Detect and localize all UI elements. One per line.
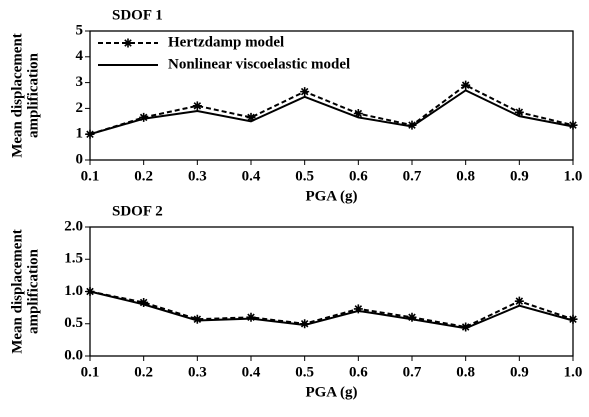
- x-tick-label: 1.0: [564, 364, 583, 380]
- data-line: [89, 84, 574, 136]
- data-marker: [300, 319, 310, 329]
- data-marker: [246, 112, 256, 122]
- x-tick-label: 0.4: [242, 364, 261, 380]
- x-tick-label: 0.6: [349, 364, 368, 380]
- x-tick-label: 1.0: [564, 168, 583, 184]
- x-tick-label: 0.3: [188, 168, 207, 184]
- y-tick-label: 1.0: [64, 283, 83, 299]
- x-tick-label: 0.4: [242, 168, 261, 184]
- x-tick-label: 0.1: [81, 364, 100, 380]
- y-tick-label: 3: [76, 74, 84, 90]
- x-tick-label: 0.7: [403, 168, 422, 184]
- y-axis-label: Mean displacement: [9, 33, 25, 158]
- y-axis-label: amplification: [25, 248, 41, 334]
- x-tick-label: 0.9: [510, 168, 529, 184]
- data-marker: [300, 87, 310, 97]
- y-tick-label: 4: [76, 48, 84, 64]
- plot-frame: [89, 226, 574, 357]
- legend-label: Hertzdamp model: [168, 34, 284, 50]
- data-line: [89, 290, 574, 330]
- data-marker: [192, 101, 202, 111]
- data-marker: [568, 120, 578, 130]
- y-tick-label: 5: [76, 22, 84, 38]
- y-tick-label: 0.0: [64, 347, 83, 363]
- data-marker: [246, 312, 256, 322]
- y-tick-label: 2.0: [64, 218, 83, 234]
- y-axis-label: amplification: [25, 52, 41, 138]
- x-tick-label: 0.8: [456, 364, 475, 380]
- legend-label: Nonlinear viscoelastic model: [168, 56, 350, 72]
- y-tick-label: 1.5: [64, 251, 83, 267]
- data-marker: [461, 322, 471, 332]
- x-tick-label: 0.5: [295, 168, 314, 184]
- x-tick-label: 0.9: [510, 364, 529, 380]
- data-marker: [353, 109, 363, 119]
- legend-marker: [123, 38, 133, 48]
- x-tick-label: 0.8: [456, 168, 475, 184]
- x-tick-label: 0.3: [188, 364, 207, 380]
- data-marker: [514, 107, 524, 117]
- x-tick-label: 0.5: [295, 364, 314, 380]
- y-tick-label: 2: [76, 100, 84, 116]
- data-line: [89, 290, 574, 329]
- y-tick-label: 1: [76, 126, 84, 142]
- data-marker: [514, 296, 524, 306]
- data-marker: [192, 314, 202, 324]
- x-tick-label: 0.7: [403, 364, 422, 380]
- y-tick-label: 0.5: [64, 315, 83, 331]
- x-axis-label: PGA (g): [305, 384, 357, 400]
- y-axis-label: Mean displacement: [9, 229, 25, 354]
- x-axis-label: PGA (g): [305, 188, 357, 204]
- chart-title: SDOF 1: [112, 7, 163, 23]
- data-marker: [407, 312, 417, 322]
- data-marker: [353, 304, 363, 314]
- x-tick-label: 0.6: [349, 168, 368, 184]
- x-tick-label: 0.1: [81, 168, 100, 184]
- data-marker: [568, 314, 578, 324]
- data-marker: [461, 80, 471, 90]
- x-tick-label: 0.2: [134, 364, 153, 380]
- data-marker: [139, 297, 149, 307]
- data-line: [89, 89, 574, 136]
- chart-title: SDOF 2: [112, 203, 163, 219]
- plot-frame: [89, 30, 574, 161]
- y-tick-label: 0: [76, 151, 84, 167]
- data-marker: [407, 120, 417, 130]
- data-marker: [139, 112, 149, 122]
- x-tick-label: 0.2: [134, 168, 153, 184]
